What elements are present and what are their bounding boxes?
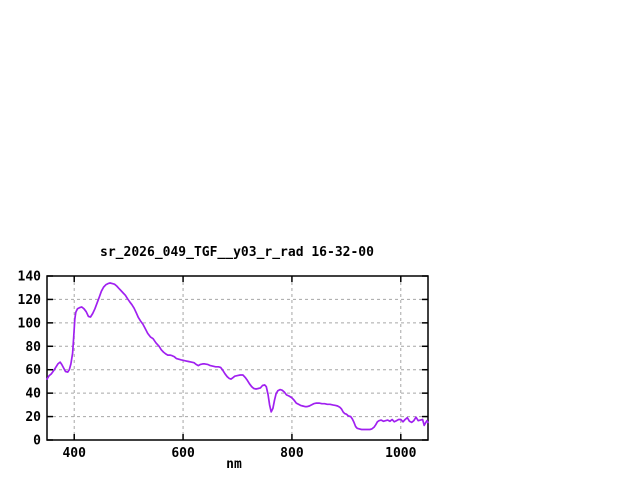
tick-labels: 400 600 800 1000 0 20 40 60 80 100 120 140 [18, 270, 417, 462]
y-tick-label: 100 [18, 316, 42, 331]
y-tick-label: 120 [18, 293, 42, 308]
plot-border [46, 275, 429, 441]
x-axis-label: nm [226, 457, 242, 472]
y-tick-label: 60 [25, 363, 41, 378]
data-line [46, 282, 429, 431]
x-tick-label: 600 [171, 446, 195, 461]
y-tick-label: 140 [18, 270, 42, 285]
series-line [46, 282, 429, 431]
y-tick-label: 80 [25, 340, 41, 355]
x-tick-label: 1000 [385, 446, 416, 461]
chart-title: sr_2026_049_TGF__y03_r_rad 16-32-00 [100, 245, 374, 260]
grid-lines [47, 276, 428, 440]
x-tick-label: 400 [62, 446, 86, 461]
y-tick-label: 40 [25, 387, 41, 402]
y-tick-label: 20 [25, 410, 41, 425]
axis-ticks [47, 275, 428, 441]
y-tick-label: 0 [33, 434, 41, 449]
x-tick-label: 800 [280, 446, 304, 461]
